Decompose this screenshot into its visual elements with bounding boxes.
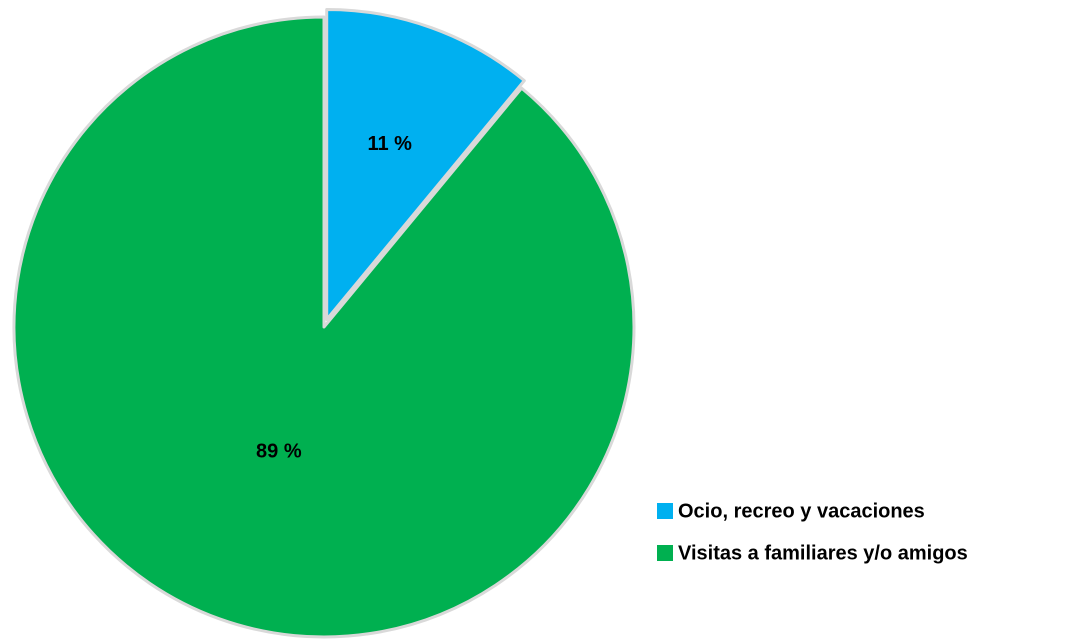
legend-swatch: [657, 545, 673, 561]
legend-label: Visitas a familiares y/o amigos: [678, 542, 968, 564]
legend-swatch: [657, 503, 673, 519]
legend-label: Ocio, recreo y vacaciones: [678, 500, 925, 522]
data-label: 11 %: [367, 133, 412, 155]
pie-slice: [325, 7, 526, 321]
data-label: 89 %: [256, 441, 302, 463]
pie-slice: [12, 15, 636, 639]
